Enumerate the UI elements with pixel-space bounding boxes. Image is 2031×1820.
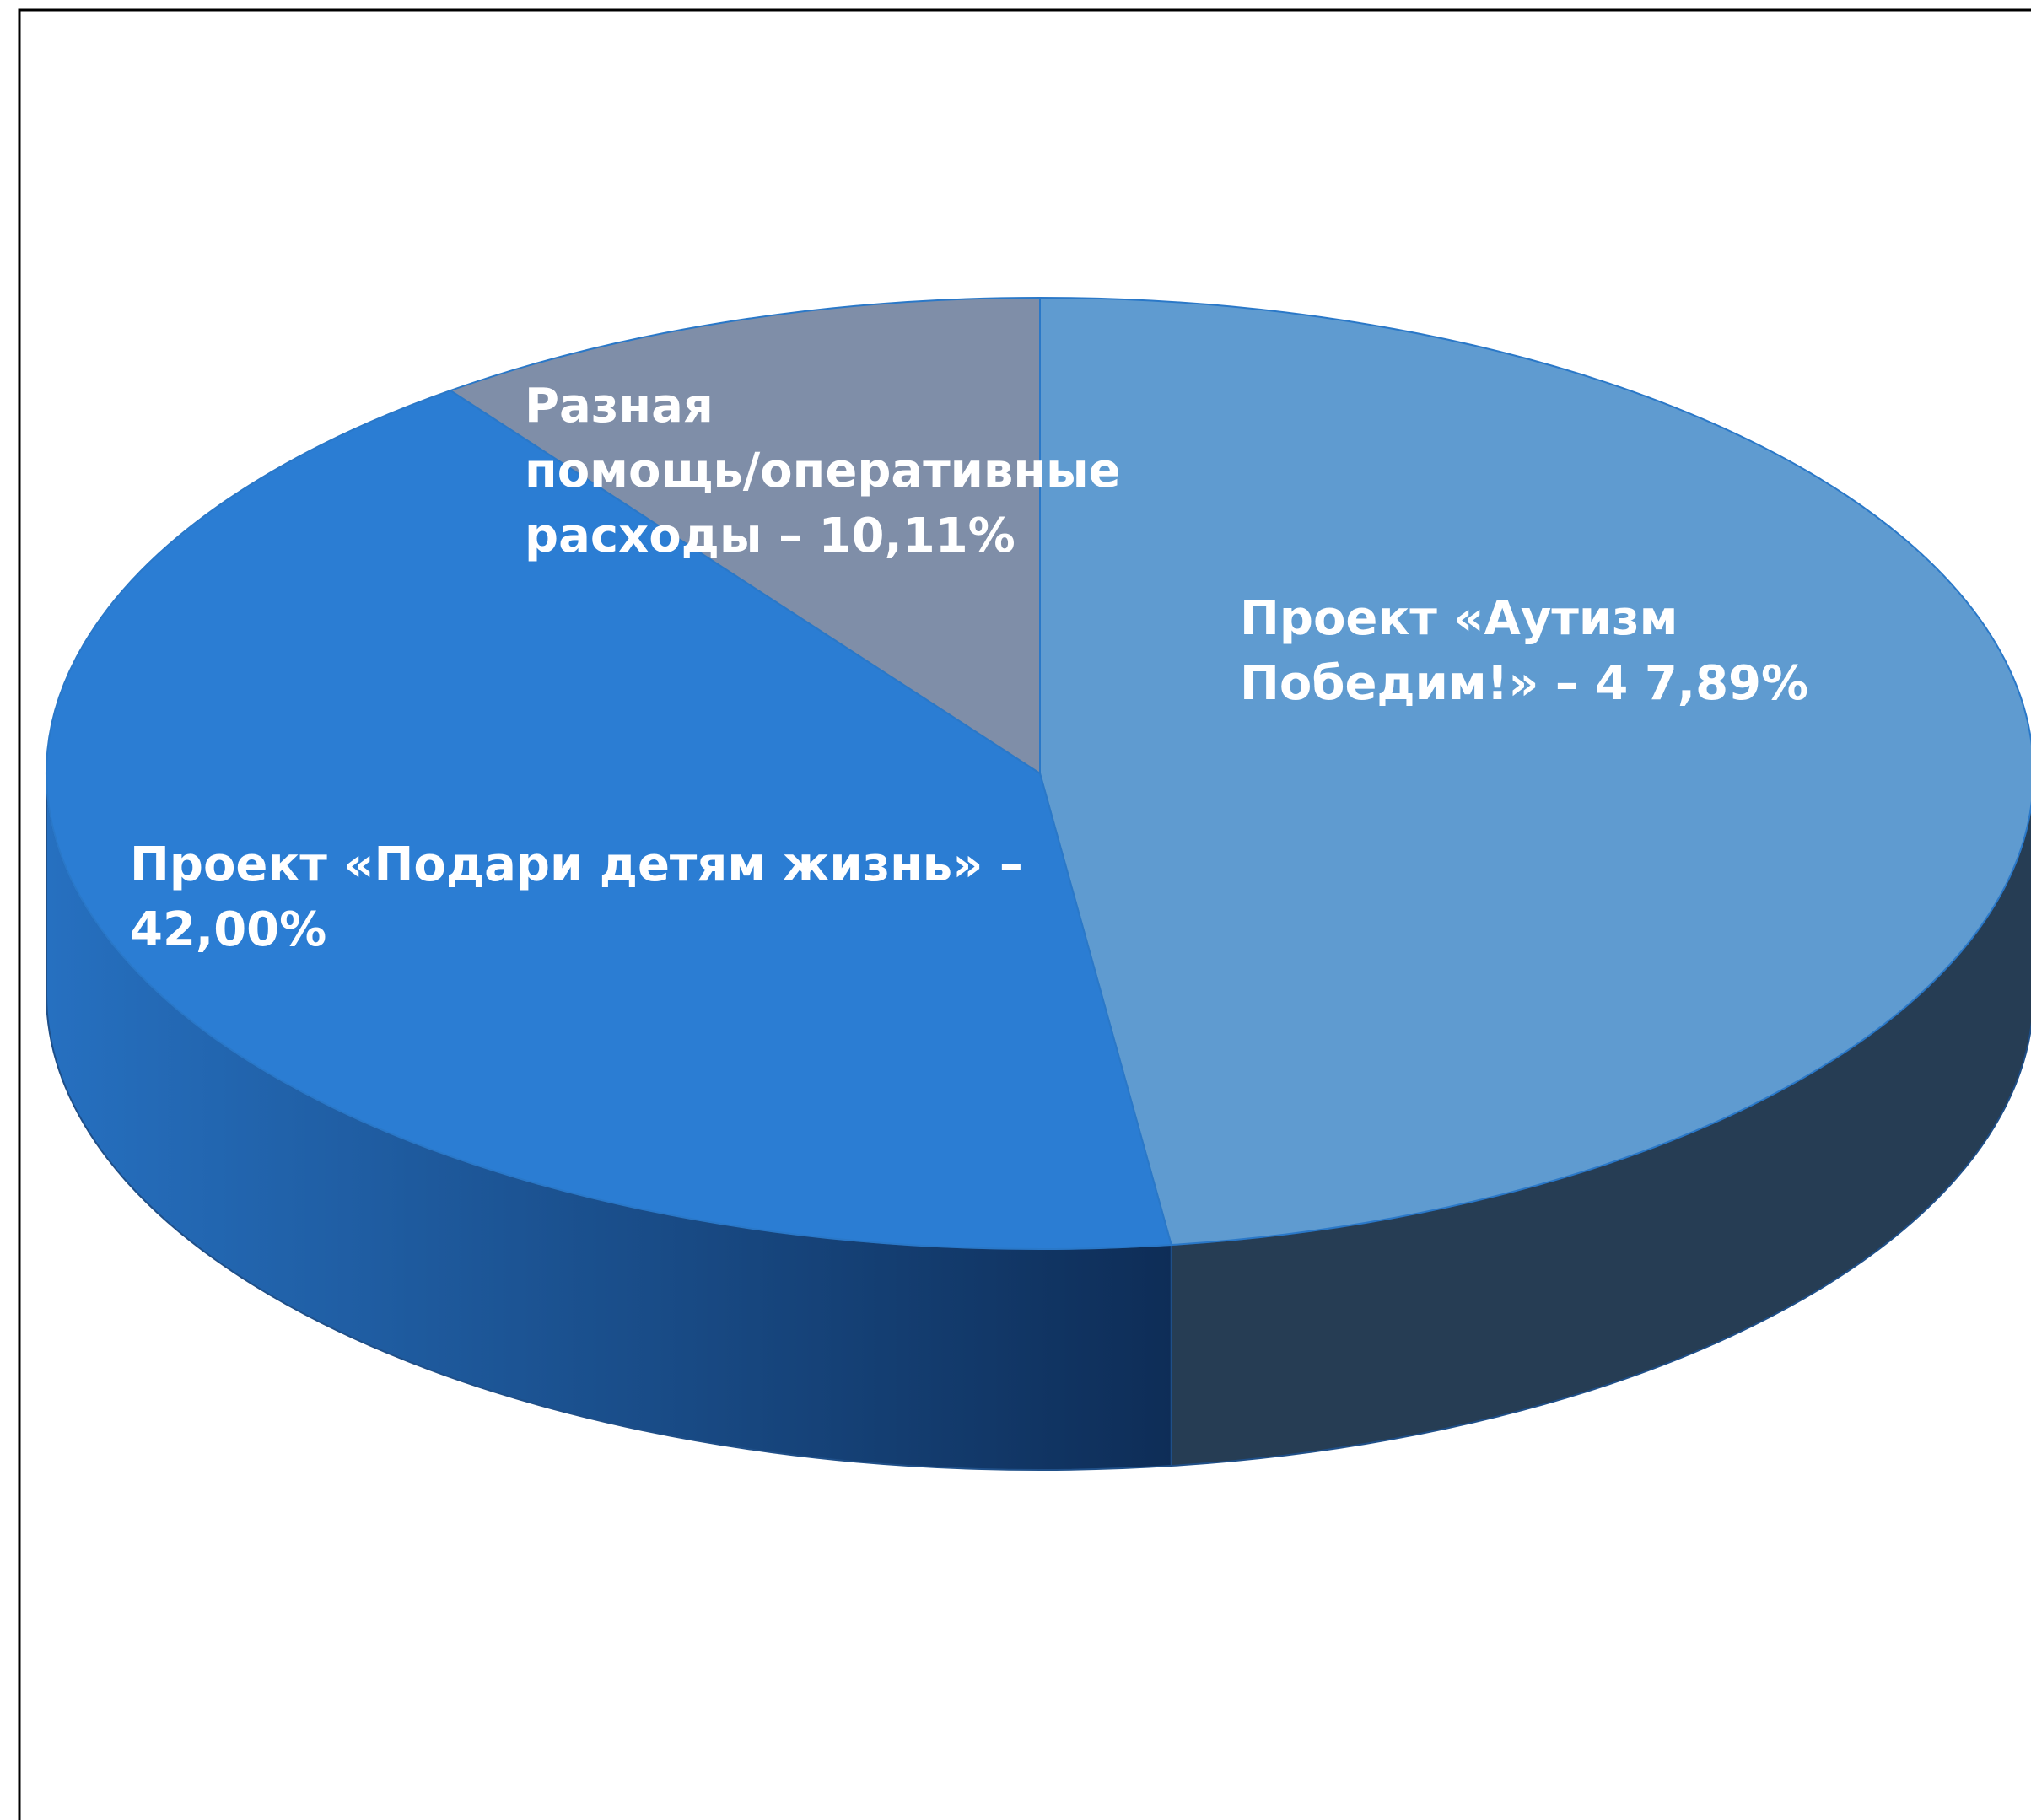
data-label: Разная [525, 379, 714, 433]
data-label: Победим!» – 4 7,89% [1240, 656, 1808, 711]
frame [18, 8, 2031, 1820]
data-label: Проект «Подари детям жизнь» – [130, 837, 1023, 892]
data-label: Проект «Аутизм [1240, 591, 1678, 646]
data-label: помощь/оперативные [525, 444, 1121, 498]
data-label: расходы – 10,11% [525, 509, 1016, 563]
slice [1039, 296, 2031, 1247]
data-label: 42,00% [130, 902, 326, 957]
slice [46, 389, 1173, 1250]
slice [448, 296, 1041, 775]
